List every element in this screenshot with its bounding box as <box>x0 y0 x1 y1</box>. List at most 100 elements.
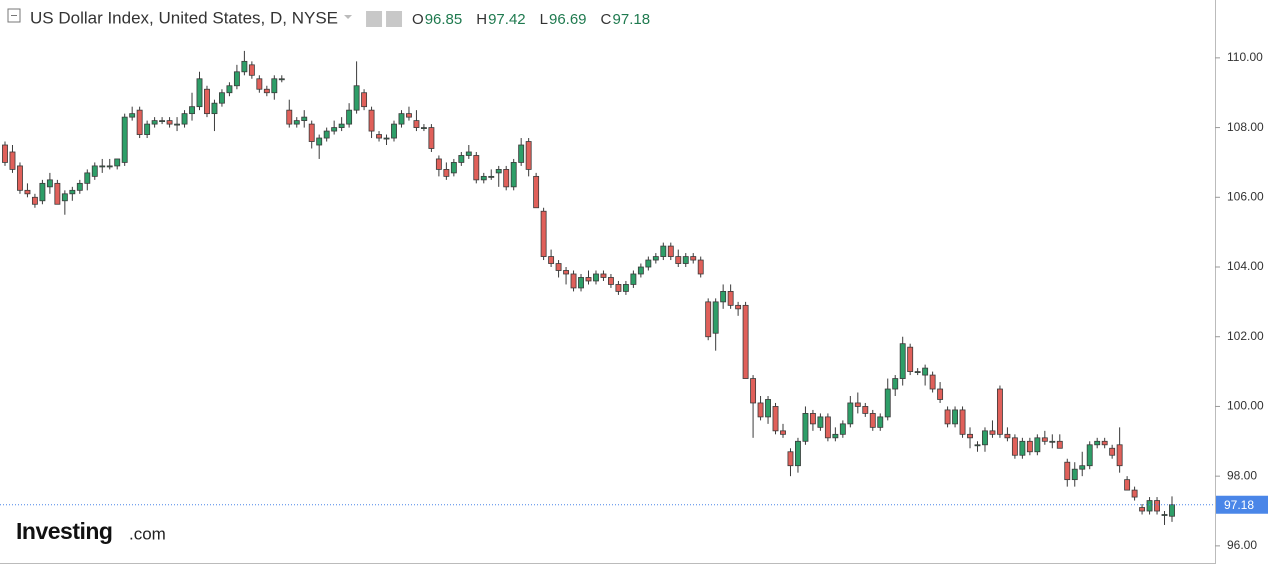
candle-body <box>69 189 76 195</box>
candle-body <box>854 402 861 407</box>
candle-body <box>480 175 487 181</box>
candle-body <box>1094 440 1101 446</box>
settings-icon[interactable] <box>386 11 403 27</box>
chart-title: US Dollar Index, United States, D, NYSE <box>30 8 338 27</box>
candle-body <box>615 284 622 292</box>
candle-body <box>563 270 570 275</box>
candle-body <box>293 120 300 125</box>
candle-body <box>967 433 973 439</box>
candle-body <box>899 343 906 379</box>
candle-body <box>76 182 83 191</box>
candle-body <box>278 78 285 81</box>
y-tick-label: 96.00 <box>1227 538 1257 552</box>
candle-body <box>435 158 442 170</box>
last-price-label: 97.18 <box>1224 498 1254 512</box>
candle-body <box>331 127 338 132</box>
candle-body <box>353 85 360 111</box>
candle-body <box>136 109 143 135</box>
candle-body <box>196 78 203 108</box>
candle-body <box>929 374 936 390</box>
candle-body <box>548 256 555 264</box>
collapse-icon[interactable] <box>7 8 21 23</box>
candle-body <box>690 256 697 261</box>
candle-body <box>151 120 158 125</box>
candle-body <box>256 78 263 90</box>
candle-body <box>1101 440 1108 446</box>
candle-body <box>877 416 884 428</box>
y-tick-label: 108.00 <box>1227 120 1264 134</box>
candle-body <box>338 123 345 128</box>
candle-body <box>914 371 921 373</box>
candle-body <box>862 406 869 414</box>
candle-body <box>9 151 16 170</box>
candle-body <box>129 113 136 118</box>
dropdown-caret[interactable] <box>344 15 353 19</box>
candle-body <box>996 388 1003 435</box>
candle-body <box>316 137 323 146</box>
candle-body <box>645 259 652 268</box>
candle-body <box>1146 500 1153 512</box>
candle-body <box>346 109 353 125</box>
candle-body <box>121 116 128 163</box>
candle-body <box>420 127 427 129</box>
ohlc-label: L <box>540 11 548 28</box>
candle-body <box>61 193 68 202</box>
candle-body <box>578 277 584 289</box>
ohlc-value: 96.69 <box>549 11 587 28</box>
candle-body <box>376 134 382 139</box>
candle-body <box>495 169 502 174</box>
candle-body <box>974 444 981 447</box>
eye-icon[interactable] <box>366 11 383 27</box>
candle-body <box>2 144 8 163</box>
candle-body <box>1004 433 1011 439</box>
candle-body <box>675 256 682 264</box>
candle-body <box>263 88 270 94</box>
candle-body <box>652 256 659 261</box>
candle-body <box>540 210 547 257</box>
candle-body <box>39 182 46 202</box>
candle-body <box>824 416 831 439</box>
candle-body <box>720 291 727 303</box>
candle-body <box>660 245 667 257</box>
candle-body <box>750 378 757 404</box>
candle-body <box>248 64 255 76</box>
candle-body <box>301 116 308 122</box>
candle-body <box>323 130 330 139</box>
ohlc-value: 97.18 <box>613 11 651 28</box>
candle-body <box>795 440 801 467</box>
candle-body <box>24 189 31 195</box>
candle-body <box>1116 444 1123 467</box>
candle-body <box>600 273 607 278</box>
candle-body <box>1041 437 1048 442</box>
candle-body <box>383 137 390 140</box>
candle-body <box>17 165 23 191</box>
candle-body <box>1124 479 1131 491</box>
candle-body <box>667 245 674 257</box>
candle-body <box>503 169 510 188</box>
candle-body <box>772 406 779 432</box>
candle-body <box>465 151 472 156</box>
candle-body <box>189 106 195 115</box>
candle-body <box>450 162 457 174</box>
candle-body <box>922 367 929 376</box>
candle-body <box>510 162 517 188</box>
candle-body <box>473 155 480 181</box>
candle-body <box>525 141 532 170</box>
candle-body <box>884 388 891 418</box>
candle-body <box>271 78 278 94</box>
candle-body <box>622 284 629 292</box>
candle-body <box>1026 440 1033 453</box>
candle-body <box>847 402 854 425</box>
candle-body <box>593 273 599 282</box>
candle-body <box>286 109 293 125</box>
candle-body <box>241 60 248 73</box>
candle-body <box>1131 489 1138 498</box>
candle-body <box>952 409 959 425</box>
candle-body <box>1086 444 1093 467</box>
candle-body <box>570 273 577 289</box>
candle-body <box>637 266 644 275</box>
candle-body <box>1064 461 1071 481</box>
candle-body <box>802 413 809 442</box>
